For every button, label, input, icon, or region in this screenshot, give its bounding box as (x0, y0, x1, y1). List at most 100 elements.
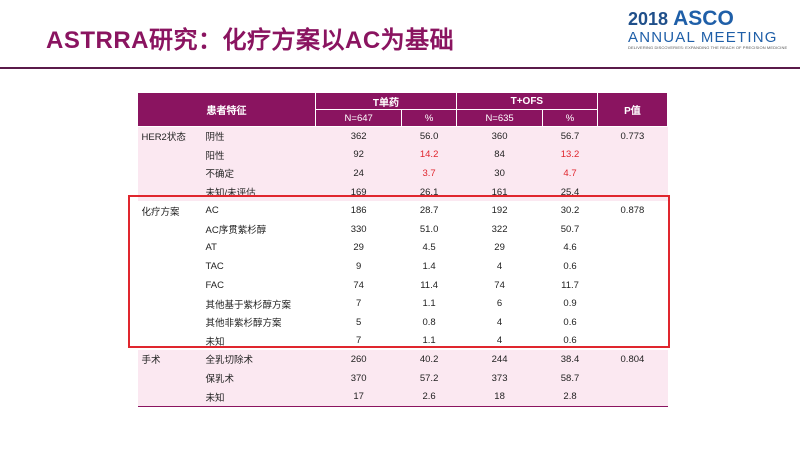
value-cell: 58.7 (542, 368, 598, 388)
value-cell: 192 (456, 201, 543, 220)
table-row: TAC 9 1.4 4 0.6 (137, 257, 668, 276)
header-cell: T单药 (315, 93, 457, 110)
value-cell: 4.5 (401, 238, 457, 258)
table-row: 阳性 92 14.2 84 13.2 (137, 145, 668, 165)
table-row: AT 29 4.5 29 4.6 (137, 238, 668, 258)
subgroup-label: 其他基于紫杉醇方案 (205, 294, 316, 313)
subgroup-label: AC (205, 201, 316, 220)
cell (137, 164, 206, 183)
value-cell: 370 (315, 368, 402, 388)
cell (597, 145, 668, 165)
header-rule (0, 67, 800, 69)
value-cell: 0.6 (542, 312, 598, 332)
value-cell: 14.2 (401, 145, 457, 165)
cell (137, 294, 206, 313)
slide-title: ASTRRA研究：化疗方案以AC为基础 (46, 27, 455, 54)
subgroup-label: 其他非紫杉醇方案 (205, 312, 316, 332)
table-row: 未知 7 1.1 4 0.6 (137, 331, 668, 351)
logo-tagline: DELIVERING DISCOVERIES: EXPANDING THE RE… (628, 45, 788, 50)
cell (597, 238, 668, 258)
cell (597, 275, 668, 295)
value-cell: 0.8 (401, 312, 457, 332)
value-cell: 56.7 (542, 126, 598, 146)
table-row: 不确定 24 3.7 30 4.7 (137, 164, 668, 183)
cell (597, 387, 668, 407)
value-cell: 244 (456, 350, 543, 369)
group-label: HER2状态 (137, 126, 206, 146)
table-row: 其他非紫杉醇方案 5 0.8 4 0.6 (137, 312, 668, 332)
table-row: 手术 全乳切除术 260 40.2 244 38.4 0.804 (137, 350, 668, 369)
value-cell: 1.4 (401, 257, 457, 276)
patient-table: 患者特征 T单药 T+OFS P值 N=647 % N=635 % HER2状态… (137, 93, 669, 407)
value-cell: 28.7 (401, 201, 457, 220)
header-cell: % (542, 109, 598, 127)
subgroup-label: 阳性 (205, 145, 316, 165)
value-cell: 40.2 (401, 350, 457, 369)
value-cell: 92 (315, 145, 402, 165)
value-cell: 9 (315, 257, 402, 276)
cell (137, 219, 206, 239)
header-cell: % (401, 109, 457, 127)
value-cell: 56.0 (401, 126, 457, 146)
value-cell: 360 (456, 126, 543, 146)
value-cell: 11.7 (542, 275, 598, 295)
cell (137, 331, 206, 351)
subgroup-label: TAC (205, 257, 316, 276)
value-cell: 186 (315, 201, 402, 220)
table-body: HER2状态 阴性 362 56.0 360 56.7 0.773 阳性 92 14.2 84 13.… (137, 126, 668, 407)
value-cell: 0.6 (542, 257, 598, 276)
cell (597, 294, 668, 313)
cell (137, 238, 206, 258)
group-label: 手术 (137, 350, 206, 369)
value-cell: 17 (315, 387, 402, 407)
subgroup-label: 未知 (205, 387, 316, 407)
value-cell: 373 (456, 368, 543, 388)
header-cell: N=647 (314, 109, 403, 127)
value-cell: 2.8 (542, 387, 598, 407)
value-cell: 1.1 (401, 294, 457, 313)
logo-year: 2018 (628, 9, 669, 29)
value-cell: 7 (315, 331, 402, 351)
value-cell: 0.6 (542, 331, 598, 351)
cell (137, 145, 206, 165)
cell (137, 275, 206, 295)
value-cell: 30.2 (542, 201, 598, 220)
value-cell: 322 (456, 219, 543, 239)
subgroup-label: FAC (205, 275, 316, 295)
value-cell: 38.4 (542, 350, 598, 369)
value-cell: 5 (315, 312, 402, 332)
table-row: FAC 74 11.4 74 11.7 (137, 275, 668, 295)
value-cell: 1.1 (401, 331, 457, 351)
value-cell: 4.7 (542, 164, 598, 183)
header-cell: N=635 (455, 109, 544, 127)
logo-brand: ASCO (673, 7, 734, 30)
subgroup-label: 全乳切除术 (205, 350, 316, 369)
p-value: 0.804 (597, 350, 668, 369)
value-cell: 51.0 (401, 219, 457, 239)
value-cell: 74 (456, 275, 543, 295)
cell (597, 368, 668, 388)
value-cell: 4 (456, 331, 543, 351)
value-cell: 6 (456, 294, 543, 313)
cell (597, 219, 668, 239)
logo-main: 2018 ASCO (628, 8, 796, 30)
subgroup-label: 保乳术 (205, 368, 316, 388)
cell (597, 164, 668, 183)
header-cell: P值 (596, 93, 669, 127)
value-cell: 0.9 (542, 294, 598, 313)
value-cell: 29 (315, 238, 402, 258)
logo: 2018 ASCO ANNUAL MEETING DELIVERING DISC… (628, 8, 796, 51)
p-value: 0.878 (597, 201, 668, 220)
cell (597, 257, 668, 276)
cell (137, 257, 206, 276)
value-cell: 4 (456, 257, 543, 276)
value-cell: 7 (315, 294, 402, 313)
table-row: HER2状态 阴性 362 56.0 360 56.7 0.773 (137, 126, 668, 146)
value-cell: 3.7 (401, 164, 457, 183)
group-label: 化疗方案 (137, 201, 206, 220)
cell (137, 312, 206, 332)
value-cell: 260 (315, 350, 402, 369)
table-row: AC序贯紫杉醇 330 51.0 322 50.7 (137, 219, 668, 239)
subgroup-label: 阴性 (205, 126, 316, 146)
